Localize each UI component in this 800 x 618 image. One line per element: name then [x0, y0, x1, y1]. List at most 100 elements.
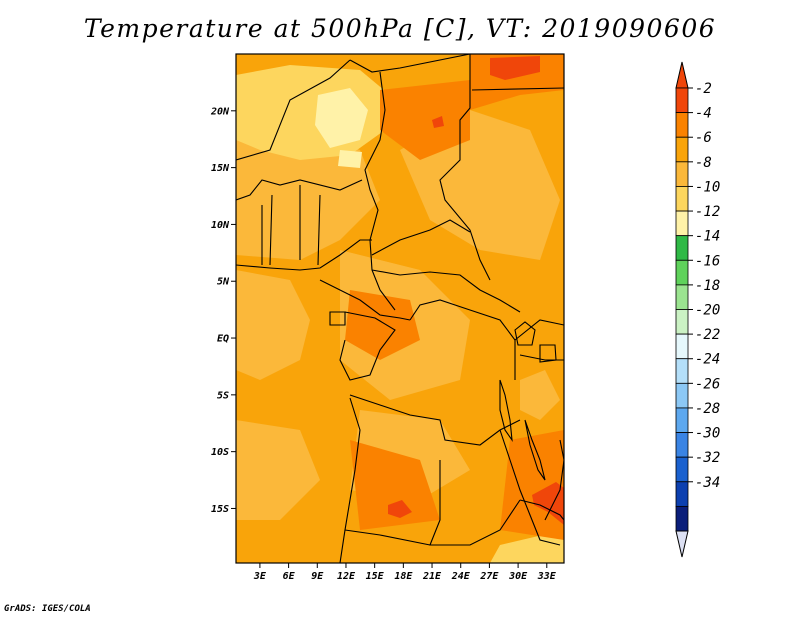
x-tick-label: 33E [537, 571, 557, 582]
y-tick-label: 5S [217, 390, 229, 401]
colorbar-segment [675, 432, 689, 458]
border-line [429, 460, 521, 546]
field-region-chad-coolest-2 [338, 150, 362, 168]
x-tick-label: 6E [283, 571, 296, 582]
border-line [319, 279, 411, 321]
colorbar-segment [675, 407, 689, 433]
field-region-libya-hot [490, 56, 540, 80]
field-region-sudan-warm [380, 80, 470, 160]
y-tick-label: EQ [217, 334, 229, 345]
field-region-uganda-cool [520, 370, 560, 420]
colorbar-segment [675, 309, 689, 335]
field-region-warm-spot [432, 116, 444, 128]
border-line [236, 179, 363, 201]
x-tick-label: 15E [366, 571, 385, 582]
border-line [371, 269, 521, 313]
colorbar-segment [675, 382, 689, 409]
colorbar-segment [675, 284, 689, 310]
colorbar-segment [675, 210, 689, 237]
colorbar-segment [675, 186, 689, 212]
y-tick-label: 20N [210, 106, 230, 117]
colorbar-label: -32 [695, 450, 720, 466]
colorbar-label: -24 [695, 352, 720, 368]
colorbar-segment [675, 235, 689, 261]
colorbar-segment [675, 456, 689, 483]
colorbar-label: -26 [695, 376, 720, 392]
colorbar-segment [675, 87, 689, 114]
colorbar-label: -2 [695, 81, 712, 97]
border-line [471, 87, 564, 91]
colorbar-label: -30 [695, 426, 720, 442]
field-region-west [236, 270, 310, 380]
border-line [499, 429, 561, 546]
x-tick-label: 18E [394, 571, 413, 582]
colorbar-segment [675, 481, 689, 507]
border-line [349, 394, 521, 446]
colorbar-segment [675, 112, 689, 138]
lake-outline [514, 321, 536, 346]
colorbar-label: -20 [695, 303, 720, 319]
border-line [519, 354, 564, 361]
lake-outline [539, 344, 557, 363]
colorbar-segment [675, 333, 689, 360]
axes: 3E 6E 9E 12E 15E 18E 21E 24E 27E 30E 33E 20N 15N 10N 5… [210, 106, 557, 582]
colorbar-top-triangle [675, 61, 689, 89]
border-line [236, 239, 372, 271]
colorbar-label: -16 [695, 253, 720, 269]
field-region-chad-coolest [315, 88, 368, 148]
field-region-angola-hot [388, 500, 412, 518]
coast-outline [544, 439, 564, 521]
colorbar-segment [675, 161, 689, 187]
colorbar-bottom-triangle [675, 530, 689, 558]
colorbar-segment [675, 259, 689, 286]
field-region-mozambique-warm [500, 430, 564, 540]
border-line [339, 397, 361, 563]
x-tick-label: 24E [451, 571, 471, 582]
x-tick-label: 3E [253, 571, 267, 582]
x-tick-label: 21E [422, 571, 442, 582]
colorbar-label: -18 [695, 278, 720, 294]
border-line [439, 54, 491, 281]
colorbar-segment [675, 505, 689, 532]
field-region-angola-warm [350, 440, 440, 530]
x-tick-label: 27E [479, 571, 499, 582]
colorbar: -2 -4 -6 -8 -10 -12 -14 -16 -18 -20 -22 -24 -26 -28 -3… [675, 61, 720, 558]
colorbar-segment [675, 136, 689, 163]
colorbar-label: -34 [695, 475, 720, 491]
y-tick-label: 10S [211, 447, 229, 458]
x-tick-label: 30E [508, 571, 528, 582]
border-line [514, 319, 564, 341]
colorbar-label: -6 [695, 130, 712, 146]
footer-credit: GrADS: IGES/COLA [4, 604, 91, 614]
temperature-field [236, 54, 564, 563]
field-region-drc-warm [345, 290, 420, 360]
colorbar-segment [675, 358, 689, 384]
colorbar-label: -8 [695, 155, 712, 171]
lake-outline [524, 419, 546, 481]
y-tick-label: 15N [211, 163, 230, 174]
y-tick-label: 15S [211, 504, 229, 515]
border-line [261, 185, 321, 266]
y-tick-label: 5N [217, 277, 230, 288]
border-line [339, 311, 396, 381]
border-line [364, 71, 396, 311]
colorbar-label: -10 [695, 179, 720, 195]
field-region-south-cool [490, 530, 564, 563]
lake-outline [499, 379, 513, 443]
border-line [349, 54, 471, 73]
border-line [329, 311, 346, 326]
field-region-southwest [236, 420, 320, 520]
colorbar-label: -28 [695, 401, 720, 417]
border-line [371, 219, 471, 256]
chart-title: Temperature at 500hPa [C], VT: 201909060… [83, 14, 717, 43]
field-region-mozambique-hot [532, 482, 564, 525]
plot-frame [235, 53, 565, 564]
x-tick-label: 12E [337, 571, 356, 582]
colorbar-label: -14 [695, 229, 720, 245]
country-borders [236, 54, 564, 563]
x-tick-label: 9E [311, 571, 324, 582]
colorbar-label: -4 [695, 106, 712, 122]
border-line [344, 529, 431, 546]
border-line [236, 59, 351, 161]
